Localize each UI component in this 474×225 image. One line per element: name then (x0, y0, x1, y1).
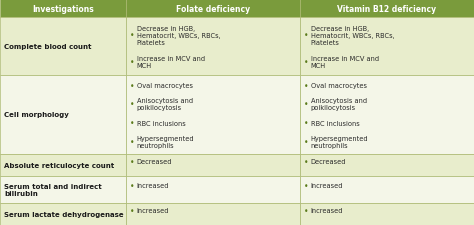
Text: •: • (304, 31, 308, 40)
Text: •: • (304, 119, 308, 128)
Text: Decrease in HGB,
Hematocrit, WBCs, RBCs,
Platelets: Decrease in HGB, Hematocrit, WBCs, RBCs,… (311, 26, 394, 45)
Text: Increase in MCV and
MCH: Increase in MCV and MCH (311, 56, 379, 68)
Text: Increased: Increased (311, 182, 343, 188)
Text: Hypersegmented
neutrophils: Hypersegmented neutrophils (137, 135, 194, 148)
Bar (0, 155, 126, 177)
Text: •: • (304, 137, 308, 146)
Text: RBC inclusions: RBC inclusions (311, 120, 360, 126)
Bar (0, 75, 126, 155)
Text: Increase in MCV and
MCH: Increase in MCV and MCH (137, 56, 205, 68)
Text: •: • (129, 137, 134, 146)
Text: Increased: Increased (137, 182, 169, 188)
Text: Cell morphology: Cell morphology (4, 112, 69, 118)
Text: Decrease in HGB,
Hematocrit, WBCs, RBCs,
Platelets: Decrease in HGB, Hematocrit, WBCs, RBCs,… (137, 26, 220, 45)
Bar (300, 75, 474, 155)
Text: •: • (304, 157, 308, 166)
Bar (0, 203, 126, 225)
Text: Investigations: Investigations (32, 4, 94, 13)
Bar (0, 177, 126, 203)
Bar (300, 177, 474, 203)
Bar (0, 18, 126, 75)
Text: •: • (304, 58, 308, 66)
Text: Anisocytosis and
poikilocytosis: Anisocytosis and poikilocytosis (311, 98, 367, 111)
Text: Complete blood count: Complete blood count (4, 44, 91, 50)
Text: Decreased: Decreased (311, 159, 346, 165)
Text: Hypersegmented
neutrophils: Hypersegmented neutrophils (311, 135, 368, 148)
Text: Anisocytosis and
poikilocytosis: Anisocytosis and poikilocytosis (137, 98, 193, 111)
Text: •: • (129, 58, 134, 66)
Text: Serum lactate dehydrogenase: Serum lactate dehydrogenase (4, 211, 124, 217)
Bar (300, 18, 474, 75)
Text: Absolute reticulocyte count: Absolute reticulocyte count (4, 162, 114, 169)
Bar (126, 177, 300, 203)
Bar (126, 75, 300, 155)
Bar (300, 0, 474, 18)
Bar (126, 18, 300, 75)
Text: Folate deficiency: Folate deficiency (176, 4, 250, 13)
Text: RBC inclusions: RBC inclusions (137, 120, 185, 126)
Text: •: • (129, 206, 134, 215)
Text: Decreased: Decreased (137, 159, 172, 165)
Text: Serum total and indirect
bilirubin: Serum total and indirect bilirubin (4, 183, 102, 196)
Text: •: • (304, 181, 308, 190)
Text: Oval macrocytes: Oval macrocytes (311, 83, 367, 89)
Text: •: • (129, 119, 134, 128)
Text: •: • (129, 82, 134, 90)
Text: •: • (304, 100, 308, 109)
Bar (126, 155, 300, 177)
Bar (300, 155, 474, 177)
Bar (0, 0, 126, 18)
Text: Increased: Increased (137, 207, 169, 213)
Text: Vitamin B12 deficiency: Vitamin B12 deficiency (337, 4, 437, 13)
Bar (126, 0, 300, 18)
Text: Oval macrocytes: Oval macrocytes (137, 83, 192, 89)
Text: •: • (304, 82, 308, 90)
Text: •: • (129, 31, 134, 40)
Bar (126, 203, 300, 225)
Text: •: • (304, 206, 308, 215)
Text: •: • (129, 181, 134, 190)
Bar (300, 203, 474, 225)
Text: •: • (129, 157, 134, 166)
Text: •: • (129, 100, 134, 109)
Text: Increased: Increased (311, 207, 343, 213)
